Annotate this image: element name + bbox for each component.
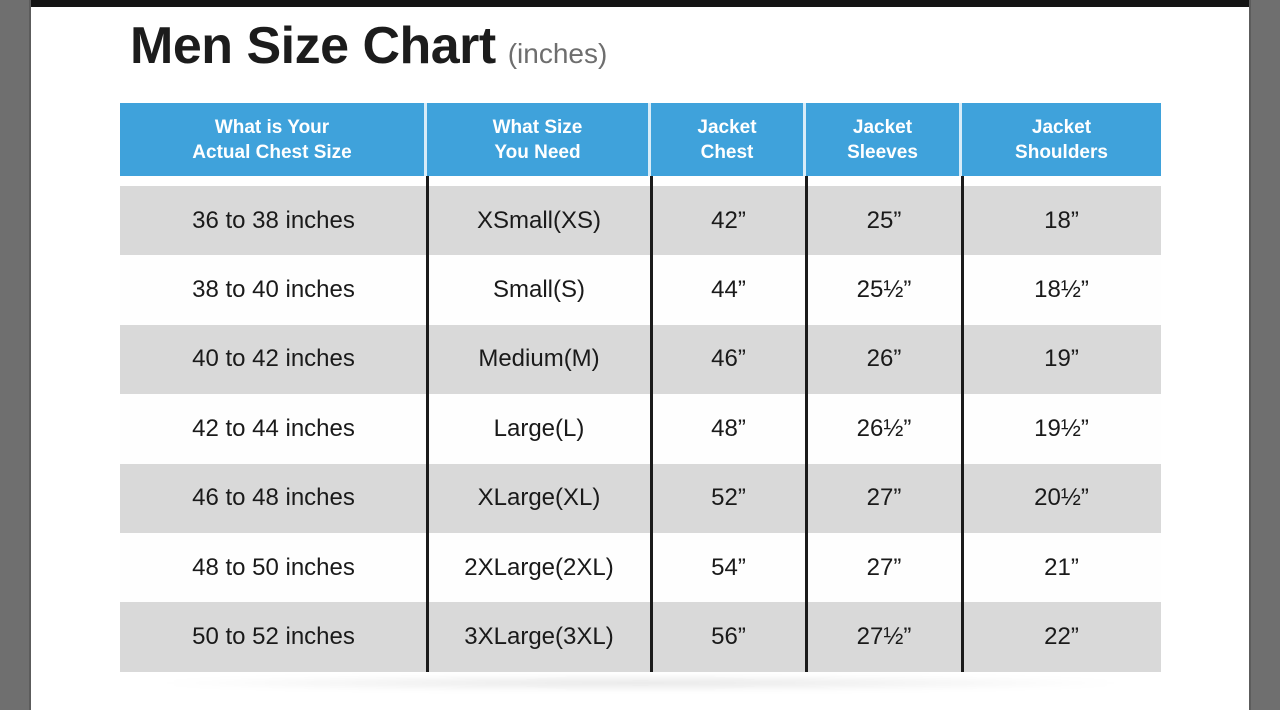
header-line: Shoulders bbox=[1015, 141, 1108, 163]
table-cell: Medium(M) bbox=[478, 345, 600, 373]
table-cell: Large(L) bbox=[493, 414, 585, 442]
table-cell: 46 to 48 inches bbox=[192, 484, 355, 512]
table-row: 48 to 50 inches 2XLarge(2XL) 54” 27” 21” bbox=[120, 532, 1161, 603]
table-cell: 26½” bbox=[856, 414, 912, 442]
table-cell: 44” bbox=[711, 276, 746, 304]
table-cell: 19” bbox=[1044, 345, 1079, 373]
header-line: What is Your bbox=[214, 116, 330, 138]
table-cell: 22” bbox=[1044, 623, 1079, 651]
left-gray-band bbox=[0, 0, 31, 710]
table-cell: Small(S) bbox=[492, 276, 585, 304]
table-drop-shadow bbox=[140, 675, 1141, 691]
table-cell: 19½” bbox=[1034, 414, 1089, 442]
header-line: Jacket bbox=[1031, 116, 1092, 138]
column-divider bbox=[960, 176, 964, 672]
table-cell: 2XLarge(2XL) bbox=[464, 553, 614, 581]
table-cell: 48” bbox=[711, 414, 746, 442]
table-cell: XSmall(XS) bbox=[476, 206, 602, 234]
table-header-cell-jacket-shoulders: Jacket Shoulders bbox=[962, 103, 1161, 176]
table-cell: 48 to 50 inches bbox=[192, 553, 355, 581]
size-chart-table: What is Your Actual Chest Size What Size… bbox=[120, 103, 1161, 672]
table-cell: XLarge(XL) bbox=[477, 484, 601, 512]
table-cell: 18” bbox=[1044, 206, 1079, 234]
table-header-cell-chest-size: What is Your Actual Chest Size bbox=[120, 103, 427, 176]
table-header-cell-jacket-chest: Jacket Chest bbox=[651, 103, 806, 176]
header-line: Sleeves bbox=[847, 141, 918, 163]
page-title-units: (inches) bbox=[507, 38, 608, 69]
table-cell: 36 to 38 inches bbox=[192, 206, 355, 234]
table-row: 38 to 40 inches Small(S) 44” 25½” 18½” bbox=[120, 255, 1161, 325]
table-cell: 46” bbox=[711, 345, 746, 373]
table-cell: 18½” bbox=[1034, 276, 1089, 304]
page-title-group: Men Size Chart (inches) bbox=[130, 16, 607, 76]
table-row: 50 to 52 inches 3XLarge(3XL) 56” 27½” 22” bbox=[120, 602, 1161, 672]
table-cell: 56” bbox=[711, 623, 746, 651]
table-row: 36 to 38 inches XSmall(XS) 42” 25” 18” bbox=[120, 186, 1161, 256]
table-cell: 20½” bbox=[1034, 484, 1089, 512]
table-cell: 25½” bbox=[856, 276, 912, 304]
header-line: Jacket bbox=[852, 116, 913, 138]
header-line: Chest bbox=[700, 141, 754, 163]
table-cell: 40 to 42 inches bbox=[192, 345, 355, 373]
table-header-row: What is Your Actual Chest Size What Size… bbox=[120, 103, 1161, 176]
column-divider bbox=[649, 176, 653, 672]
table-cell: 25” bbox=[866, 206, 902, 234]
column-divider bbox=[804, 176, 808, 672]
table-cell: 52” bbox=[711, 484, 746, 512]
page-title: Men Size Chart bbox=[130, 17, 496, 75]
table-cell: 42 to 44 inches bbox=[192, 414, 355, 442]
table-cell: 26” bbox=[866, 345, 902, 373]
top-black-bar bbox=[31, 0, 1249, 7]
header-line: Jacket bbox=[697, 116, 757, 138]
header-line: You Need bbox=[494, 141, 581, 163]
header-line: Actual Chest Size bbox=[192, 141, 352, 163]
table-header-cell-size-needed: What Size You Need bbox=[427, 103, 651, 176]
table-cell: 27” bbox=[866, 484, 902, 512]
table-header-cell-jacket-sleeves: Jacket Sleeves bbox=[806, 103, 962, 176]
table-row: 42 to 44 inches Large(L) 48” 26½” 19½” bbox=[120, 394, 1161, 464]
table-cell: 27½” bbox=[856, 623, 912, 651]
table-cell: 3XLarge(3XL) bbox=[464, 623, 614, 651]
table-row: 40 to 42 inches Medium(M) 46” 26” 19” bbox=[120, 324, 1161, 395]
table-cell: 21” bbox=[1044, 553, 1079, 581]
table-cell: 42” bbox=[711, 206, 746, 234]
table-cell: 50 to 52 inches bbox=[192, 623, 355, 651]
table-cell: 54” bbox=[711, 553, 746, 581]
table-row: 46 to 48 inches XLarge(XL) 52” 27” 20½” bbox=[120, 463, 1161, 533]
header-line: What Size bbox=[492, 116, 583, 138]
column-divider bbox=[425, 176, 429, 672]
table-body: 36 to 38 inches XSmall(XS) 42” 25” 18” 38 to … bbox=[120, 186, 1161, 672]
right-gray-band bbox=[1249, 0, 1280, 710]
table-cell: 38 to 40 inches bbox=[192, 276, 355, 304]
table-cell: 27” bbox=[866, 553, 902, 581]
